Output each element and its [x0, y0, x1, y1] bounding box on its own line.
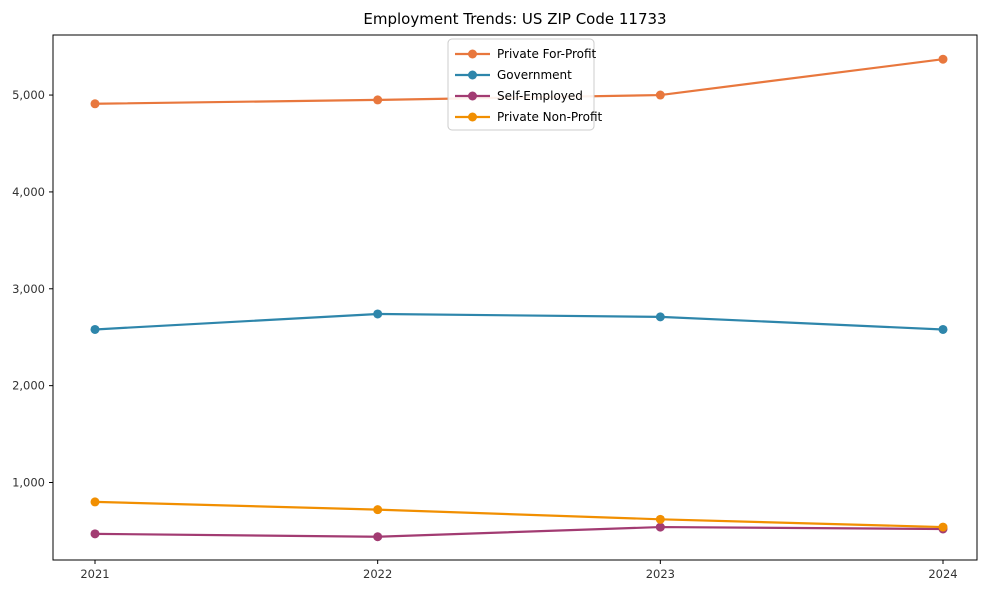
legend-label-self-employed: Self-Employed — [497, 89, 583, 103]
data-point-self-employed-2022 — [373, 532, 383, 542]
chart-title: Employment Trends: US ZIP Code 11733 — [363, 10, 667, 28]
legend-item-self-employed: Self-Employed — [455, 89, 583, 103]
series-line-private-non-profit — [93, 500, 945, 529]
x-axis: 2021 2022 2023 2024 — [80, 560, 958, 581]
plot-border — [52, 34, 978, 561]
y-tick-label: 4,000 — [12, 185, 45, 199]
x-tick-label: 2023 — [646, 567, 675, 581]
data-point-government-2023 — [655, 312, 665, 322]
data-point-private-non-profit-2021 — [90, 497, 100, 507]
data-point-private-for-profit-2024 — [938, 54, 948, 64]
y-axis: 1,000 2,000 3,000 4,000 5,000 — [12, 88, 53, 490]
legend-label-private-non-profit: Private Non-Profit — [497, 110, 603, 124]
legend-marker-government — [468, 70, 477, 80]
legend-item-government: Government — [455, 68, 572, 82]
legend-item-private-for-profit: Private For-Profit — [455, 47, 597, 61]
data-point-private-non-profit-2023 — [655, 514, 665, 524]
x-tick-label: 2021 — [80, 567, 109, 581]
data-point-self-employed-2021 — [90, 529, 100, 539]
y-tick-label: 2,000 — [12, 379, 45, 393]
data-point-government-2024 — [938, 324, 948, 334]
data-point-self-employed-2023 — [655, 522, 665, 532]
x-tick-label: 2024 — [928, 567, 957, 581]
legend-marker-self-employed — [468, 91, 477, 101]
y-tick-label: 1,000 — [12, 476, 45, 490]
data-point-government-2021 — [90, 324, 100, 334]
data-point-private-non-profit-2024 — [938, 522, 948, 532]
legend-item-private-non-profit: Private Non-Profit — [455, 110, 603, 124]
data-point-private-for-profit-2022 — [373, 95, 383, 105]
legend-box — [447, 38, 595, 131]
legend: Private For-Profit Government Self-Employe… — [447, 38, 603, 131]
data-point-government-2022 — [373, 309, 383, 319]
series-self-employed — [90, 522, 948, 542]
series-line-government — [93, 312, 945, 331]
series-line-self-employed — [93, 525, 945, 538]
data-point-private-non-profit-2022 — [373, 505, 383, 515]
x-tick-label: 2022 — [363, 567, 392, 581]
legend-label-private-for-profit: Private For-Profit — [497, 47, 597, 61]
series-government — [90, 309, 948, 334]
legend-marker-private-non-profit — [468, 112, 477, 122]
legend-marker-private-for-profit — [468, 49, 477, 59]
legend-label-government: Government — [497, 68, 572, 82]
y-tick-label: 5,000 — [12, 88, 45, 102]
y-tick-label: 3,000 — [12, 282, 45, 296]
series-private-non-profit — [90, 497, 948, 532]
data-point-private-for-profit-2023 — [655, 90, 665, 100]
data-point-private-for-profit-2021 — [90, 99, 100, 109]
